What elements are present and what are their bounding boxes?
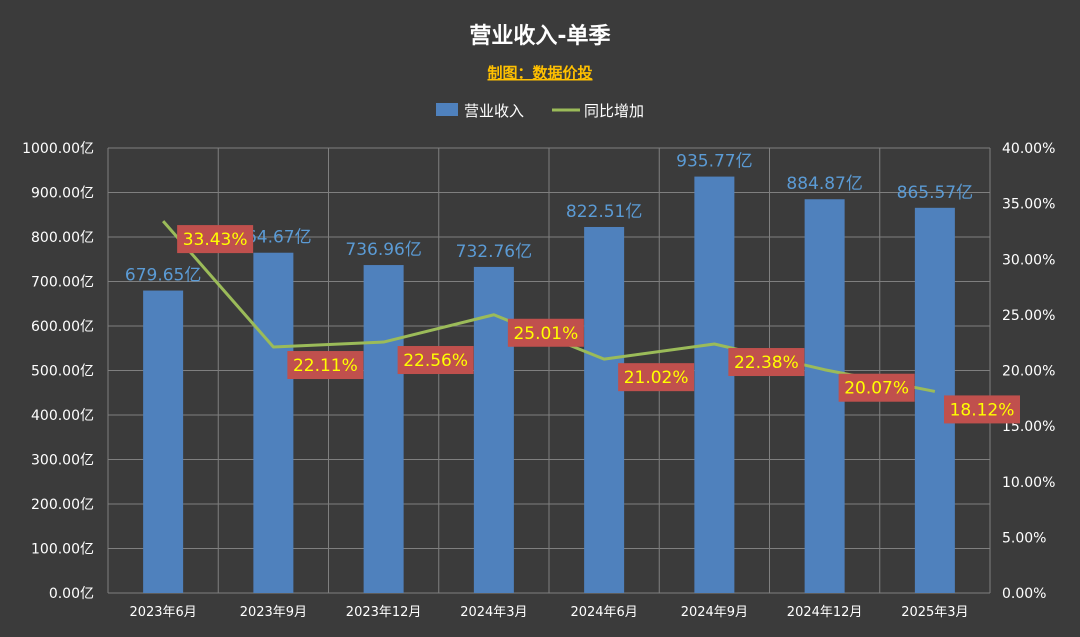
- x-tick-label: 2023年6月: [129, 605, 196, 620]
- chart-subtitle: 制图：数据价投: [487, 64, 592, 82]
- x-tick-label: 2024年12月: [787, 605, 863, 620]
- y-right-tick-label: 0.00%: [1002, 586, 1046, 602]
- y-right-tick-label: 10.00%: [1002, 475, 1055, 491]
- line-label-box: [728, 348, 805, 377]
- y-left-tick-label: 500.00亿: [31, 364, 94, 380]
- bar-data-label: 884.87亿: [786, 174, 862, 194]
- y-left-tick-label: 0.00亿: [49, 586, 94, 602]
- line-data-label: 33.43%: [183, 230, 248, 250]
- y-left-tick-label: 900.00亿: [31, 186, 94, 202]
- bar-data-label: 822.51亿: [566, 202, 642, 222]
- y-left-tick-label: 800.00亿: [31, 230, 94, 246]
- line-label-box: [944, 395, 1020, 424]
- bar: [804, 199, 845, 593]
- y-right-tick-label: 20.00%: [1002, 364, 1055, 380]
- bar-data-label: 732.76亿: [456, 242, 532, 262]
- line-label-box: [397, 346, 474, 375]
- bar-data-label: 736.96亿: [345, 240, 421, 260]
- line-label-box: [618, 363, 695, 392]
- line-data-label: 21.02%: [624, 368, 689, 388]
- y-right-tick-label: 25.00%: [1002, 308, 1055, 324]
- legend-line-label: 同比增加: [584, 102, 644, 120]
- bar-data-label: 935.77亿: [676, 152, 752, 172]
- bar: [694, 176, 735, 594]
- line-data-label: 25.01%: [513, 324, 578, 344]
- x-tick-label: 2024年3月: [460, 605, 527, 620]
- y-left-tick-label: 200.00亿: [31, 497, 94, 513]
- y-left-tick-label: 300.00亿: [31, 453, 94, 469]
- x-tick-label: 2023年12月: [346, 605, 422, 620]
- axis-layer: 0.00亿 100.00亿 200.00亿 300.00亿 400.00亿 500.00亿…: [22, 141, 1055, 620]
- bar-data-label: 679.65亿: [125, 266, 201, 286]
- y-left-tick-label: 400.00亿: [31, 408, 94, 424]
- x-tick-label: 2025年3月: [901, 605, 968, 620]
- bar: [143, 290, 184, 593]
- y-right-tick-label: 30.00%: [1002, 252, 1055, 268]
- line-label-box: [287, 351, 364, 380]
- y-right-tick-label: 35.00%: [1002, 197, 1055, 213]
- line-label-box: [177, 225, 254, 254]
- chart-title: 营业收入-单季: [469, 23, 610, 49]
- grid-layer: [107, 147, 991, 594]
- label-layer: 679.65亿 764.67亿 736.96亿 732.76亿 822.51亿 935.7…: [125, 152, 1020, 424]
- x-tick-label: 2024年9月: [681, 605, 748, 620]
- line-data-label: 22.56%: [403, 351, 468, 371]
- bar: [363, 265, 404, 593]
- line-data-label: 18.12%: [950, 400, 1015, 420]
- bar-data-label: 764.67亿: [235, 228, 311, 248]
- y-right-tick-label: 40.00%: [1002, 141, 1055, 157]
- x-tick-label: 2024年6月: [570, 605, 637, 620]
- legend-bar-swatch: [436, 103, 458, 116]
- legend-bar-label: 营业收入: [464, 102, 524, 120]
- line-label-box: [838, 373, 915, 402]
- y-left-tick-label: 100.00亿: [31, 542, 94, 558]
- bar: [253, 252, 294, 593]
- x-tick-label: 2023年9月: [240, 605, 307, 620]
- bars-layer: [143, 176, 955, 594]
- bar-data-label: 865.57亿: [897, 183, 973, 203]
- y-right-tick-label: 5.00%: [1002, 530, 1046, 546]
- y-left-tick-label: 700.00亿: [31, 275, 94, 291]
- line-data-label: 22.11%: [293, 356, 358, 376]
- line-data-label: 20.07%: [844, 379, 909, 399]
- y-left-tick-label: 1000.00亿: [22, 141, 94, 157]
- line-label-box: [507, 318, 584, 347]
- y-left-tick-label: 600.00亿: [31, 319, 94, 335]
- line-data-label: 22.38%: [734, 353, 799, 373]
- legend: 营业收入 同比增加: [436, 102, 644, 120]
- bar: [584, 226, 625, 594]
